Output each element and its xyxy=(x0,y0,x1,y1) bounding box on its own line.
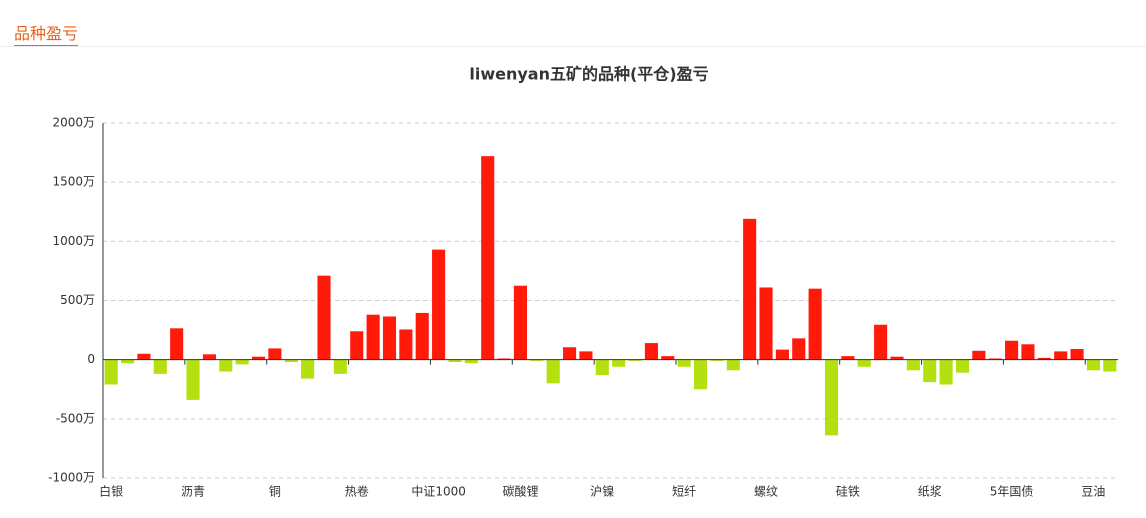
bar xyxy=(661,356,675,360)
bar xyxy=(350,331,364,360)
bar xyxy=(1037,357,1051,360)
bar xyxy=(563,347,577,360)
bar xyxy=(366,314,380,360)
x-tick-label: 硅铁 xyxy=(836,485,860,499)
y-tick-label: -1000万 xyxy=(48,471,95,485)
bar xyxy=(317,275,331,360)
bar xyxy=(1086,359,1100,371)
bar xyxy=(579,351,593,360)
bar xyxy=(726,359,740,371)
bar xyxy=(677,359,691,367)
bar xyxy=(268,348,282,360)
y-tick-label: 0 xyxy=(87,352,95,366)
bar xyxy=(219,359,233,372)
bar xyxy=(759,287,773,360)
bar xyxy=(153,359,167,374)
bar xyxy=(874,324,888,360)
x-tick-label: 沪镍 xyxy=(590,485,614,499)
bar xyxy=(382,316,397,360)
y-tick-label: 1500万 xyxy=(52,175,95,189)
bar xyxy=(399,329,413,360)
bar xyxy=(497,358,511,360)
bar xyxy=(955,359,970,373)
y-tick-label: 500万 xyxy=(60,293,95,307)
bar xyxy=(808,288,822,360)
x-tick-label: 铜 xyxy=(269,484,281,499)
bar xyxy=(693,359,708,390)
bar xyxy=(988,358,1002,360)
bar xyxy=(432,249,446,360)
bar xyxy=(284,359,298,363)
bar xyxy=(546,359,560,384)
bar xyxy=(890,356,904,360)
bar xyxy=(1021,344,1035,360)
x-tick-label: 中证1000 xyxy=(411,484,466,499)
y-tick-label: 1000万 xyxy=(52,234,95,248)
bar xyxy=(595,359,609,376)
bar xyxy=(1103,359,1117,372)
bar xyxy=(251,356,266,360)
bar xyxy=(1070,349,1084,360)
bar xyxy=(186,359,200,400)
bar xyxy=(530,359,544,361)
chart-title: liwenyan五矿的品种(平仓)盈亏 xyxy=(469,65,708,84)
bar xyxy=(104,359,118,385)
bar xyxy=(137,353,151,360)
bar xyxy=(824,359,839,436)
x-tick-label: 热卷 xyxy=(345,484,369,499)
bar xyxy=(628,359,642,361)
bar xyxy=(513,285,528,360)
x-tick-label: 碳酸锂 xyxy=(502,484,538,499)
bar xyxy=(333,359,347,374)
bar xyxy=(481,156,495,360)
bar xyxy=(923,359,937,383)
x-tick-label: 沥青 xyxy=(181,485,205,499)
divider xyxy=(0,46,1146,47)
bar xyxy=(415,312,429,360)
bar xyxy=(1005,340,1019,360)
bar xyxy=(301,359,315,379)
bar xyxy=(1054,351,1068,360)
x-tick-label: 螺纹 xyxy=(754,485,778,499)
x-tick-label: 纸浆 xyxy=(918,484,942,499)
x-tick-label: 5年国债 xyxy=(990,485,1034,499)
bar xyxy=(841,356,855,360)
y-tick-label: -500万 xyxy=(56,411,95,425)
bar xyxy=(235,359,249,365)
bar xyxy=(857,359,871,367)
y-tick-label: 2000万 xyxy=(52,116,95,130)
bar xyxy=(464,359,478,364)
bar xyxy=(202,354,216,360)
bar xyxy=(710,359,724,361)
bar xyxy=(939,359,953,385)
x-tick-label: 豆油 xyxy=(1081,485,1105,499)
bar xyxy=(906,359,920,371)
bar xyxy=(743,218,757,360)
x-tick-label: 短纤 xyxy=(672,485,696,499)
bar xyxy=(448,359,462,363)
bar xyxy=(170,328,184,360)
bar xyxy=(121,359,135,364)
x-tick-label: 白银 xyxy=(99,484,123,499)
bar xyxy=(612,359,626,367)
bar xyxy=(775,349,789,360)
bar xyxy=(792,338,806,360)
bar xyxy=(644,343,658,360)
bar xyxy=(972,350,986,360)
